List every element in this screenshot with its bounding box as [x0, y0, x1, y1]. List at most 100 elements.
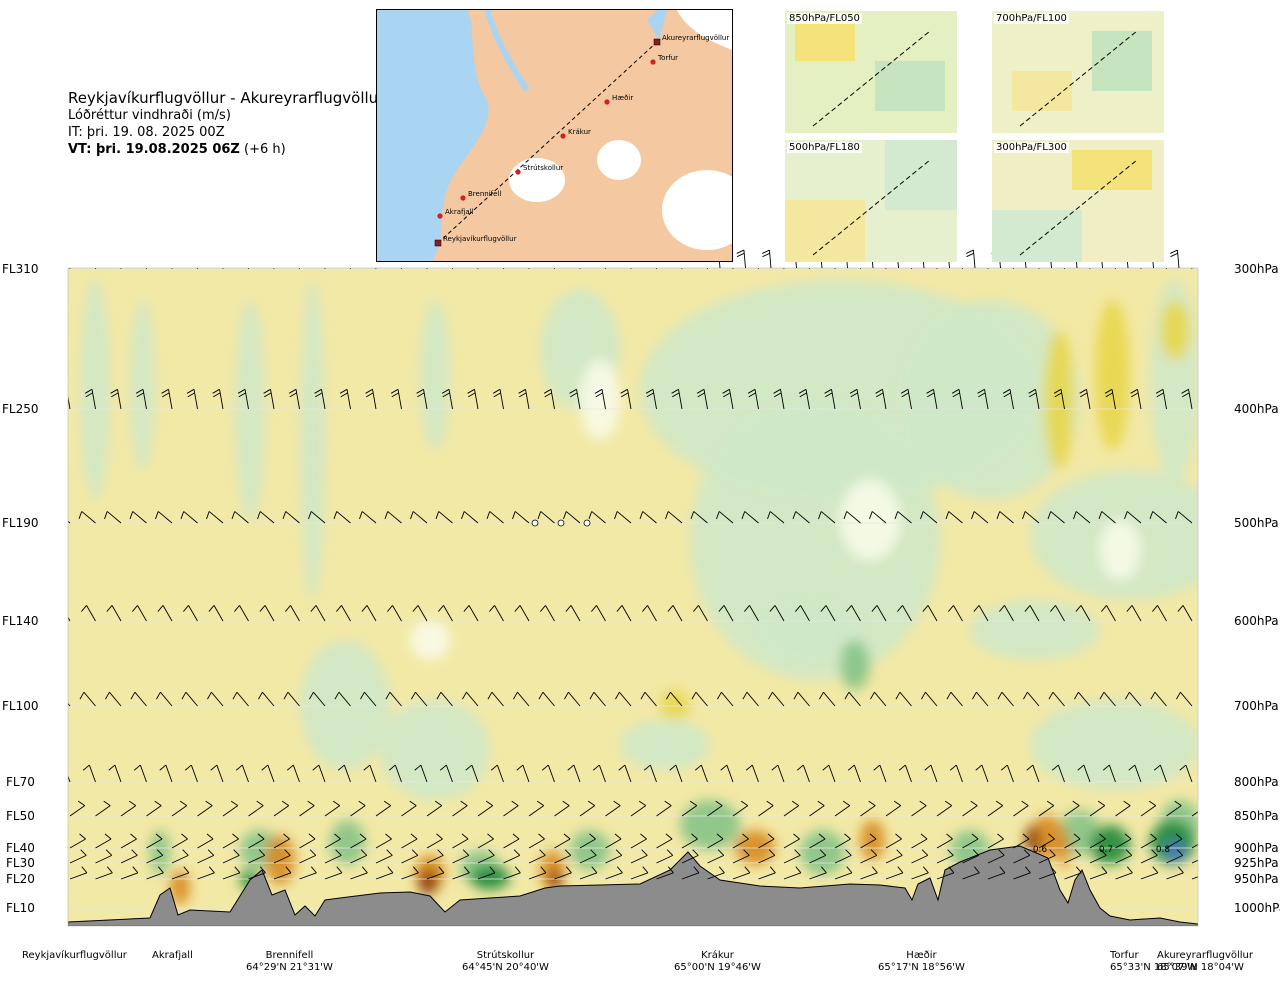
wind-barb-flag	[690, 511, 695, 520]
wind-barb	[876, 605, 887, 622]
wind-barb-flag	[438, 605, 444, 612]
wind-barb	[987, 838, 1004, 849]
wind-barb	[364, 691, 377, 707]
wind-barb-flag	[845, 849, 852, 856]
wind-barb	[503, 838, 520, 849]
thumb-300-label: 300hPa/FL300	[994, 142, 1069, 153]
wind-barb	[999, 511, 1014, 524]
wind-barb	[573, 764, 581, 783]
chart-title-block: Reykjavíkurflugvöllur - Akureyrarflugvöl…	[68, 90, 384, 158]
wind-barb-flag	[565, 866, 572, 874]
wind-barb	[953, 605, 963, 622]
field-blob-weak-down	[970, 600, 1100, 660]
wind-barb	[1013, 838, 1030, 849]
wind-barb-flag	[667, 605, 674, 612]
wind-barb	[707, 872, 725, 880]
wind-barb	[707, 854, 725, 864]
wind-barb-flag	[898, 764, 906, 771]
wind-barb	[962, 872, 980, 880]
wind-barb	[554, 805, 570, 817]
wind-barb-flag	[642, 866, 649, 874]
wind-barb	[1115, 854, 1133, 864]
wind-barb	[392, 605, 402, 622]
wind-barb-flag	[664, 800, 672, 807]
wind-barb	[267, 764, 275, 783]
wind-barb-flag	[998, 849, 1005, 856]
wind-barb-flag	[136, 392, 144, 398]
wind-barb	[783, 268, 785, 270]
wind-barb-flag	[1075, 605, 1082, 612]
wind-barb	[579, 854, 597, 864]
wind-barb	[783, 854, 801, 864]
wind-barb	[349, 268, 351, 270]
wind-barb	[401, 854, 419, 864]
wind-barb-flag	[1102, 764, 1110, 771]
wind-barb-flag	[485, 800, 494, 807]
wind-barb	[681, 872, 700, 880]
wind-barb	[343, 764, 351, 783]
wind-barb	[528, 854, 546, 864]
wind-barb	[772, 691, 785, 707]
wind-barb-flag	[436, 833, 443, 840]
wind-barb-flag	[82, 764, 90, 771]
wind-barb-flag	[818, 511, 822, 520]
wind-barb	[1108, 764, 1116, 783]
wind-barb	[987, 805, 1004, 817]
wind-barb	[732, 838, 749, 849]
wind-barb-flag	[1150, 833, 1157, 840]
wind-barb-flag	[207, 691, 212, 700]
wind-barb-flag	[281, 800, 290, 807]
wind-barb-flag	[1003, 392, 1011, 398]
wind-barb	[1115, 805, 1131, 817]
wind-barb-flag	[411, 691, 416, 700]
wind-barb-flag	[948, 866, 955, 874]
wind-barb	[936, 872, 955, 880]
wind-barb-flag	[771, 764, 779, 771]
wind-barb	[675, 764, 683, 783]
wind-barb	[1013, 805, 1029, 817]
wind-barb-flag	[919, 800, 927, 807]
wind-barb	[1004, 605, 1014, 622]
wind-barb-flag	[460, 800, 468, 807]
field-blob-near-zero	[1100, 520, 1140, 580]
wind-barb-flag	[106, 866, 113, 874]
wind-barb-flag	[540, 866, 547, 874]
wind-barb	[448, 389, 453, 410]
wind-barb-flag	[263, 388, 271, 394]
wind-barb	[568, 691, 581, 707]
wind-barb-flag	[977, 388, 985, 394]
wind-barb-flag	[334, 833, 341, 840]
wind-barb-flag	[591, 605, 597, 612]
wind-barb-flag	[366, 392, 374, 398]
plot-frame	[67, 267, 1199, 927]
wind-barb	[758, 872, 776, 880]
wind-barb-flag	[111, 253, 118, 257]
wind-barb	[834, 872, 853, 880]
wind-barb-flag	[183, 866, 190, 874]
wind-barb-flag	[563, 511, 567, 520]
wind-barb-flag	[187, 249, 194, 253]
wind-barb-flag	[234, 605, 240, 612]
wind-barb	[783, 872, 802, 880]
wind-barb-flag	[340, 392, 348, 398]
hpa-label-400: 400hPa	[1234, 402, 1279, 416]
wind-barb	[545, 605, 555, 622]
wind-barb	[477, 854, 495, 864]
wind-barb	[809, 854, 827, 864]
wind-barb-flag	[1053, 388, 1062, 394]
wind-barb-flag	[410, 511, 414, 520]
wind-barb-flag	[569, 388, 577, 394]
wind-barb-flag	[128, 800, 137, 807]
wind-barb-flag	[691, 833, 698, 840]
wind-barb-flag	[1026, 764, 1034, 771]
wind-barb-flag	[308, 511, 312, 520]
wind-barb-flag	[462, 691, 467, 700]
wind-barb-flag	[1181, 388, 1189, 394]
wind-barb	[361, 511, 377, 524]
wind-barb	[417, 605, 428, 622]
wind-barb-flag	[820, 605, 827, 612]
wind-barb-flag	[791, 800, 800, 807]
wind-barb	[707, 838, 724, 849]
wind-barb	[132, 511, 147, 524]
wind-barb-flag	[820, 866, 827, 874]
